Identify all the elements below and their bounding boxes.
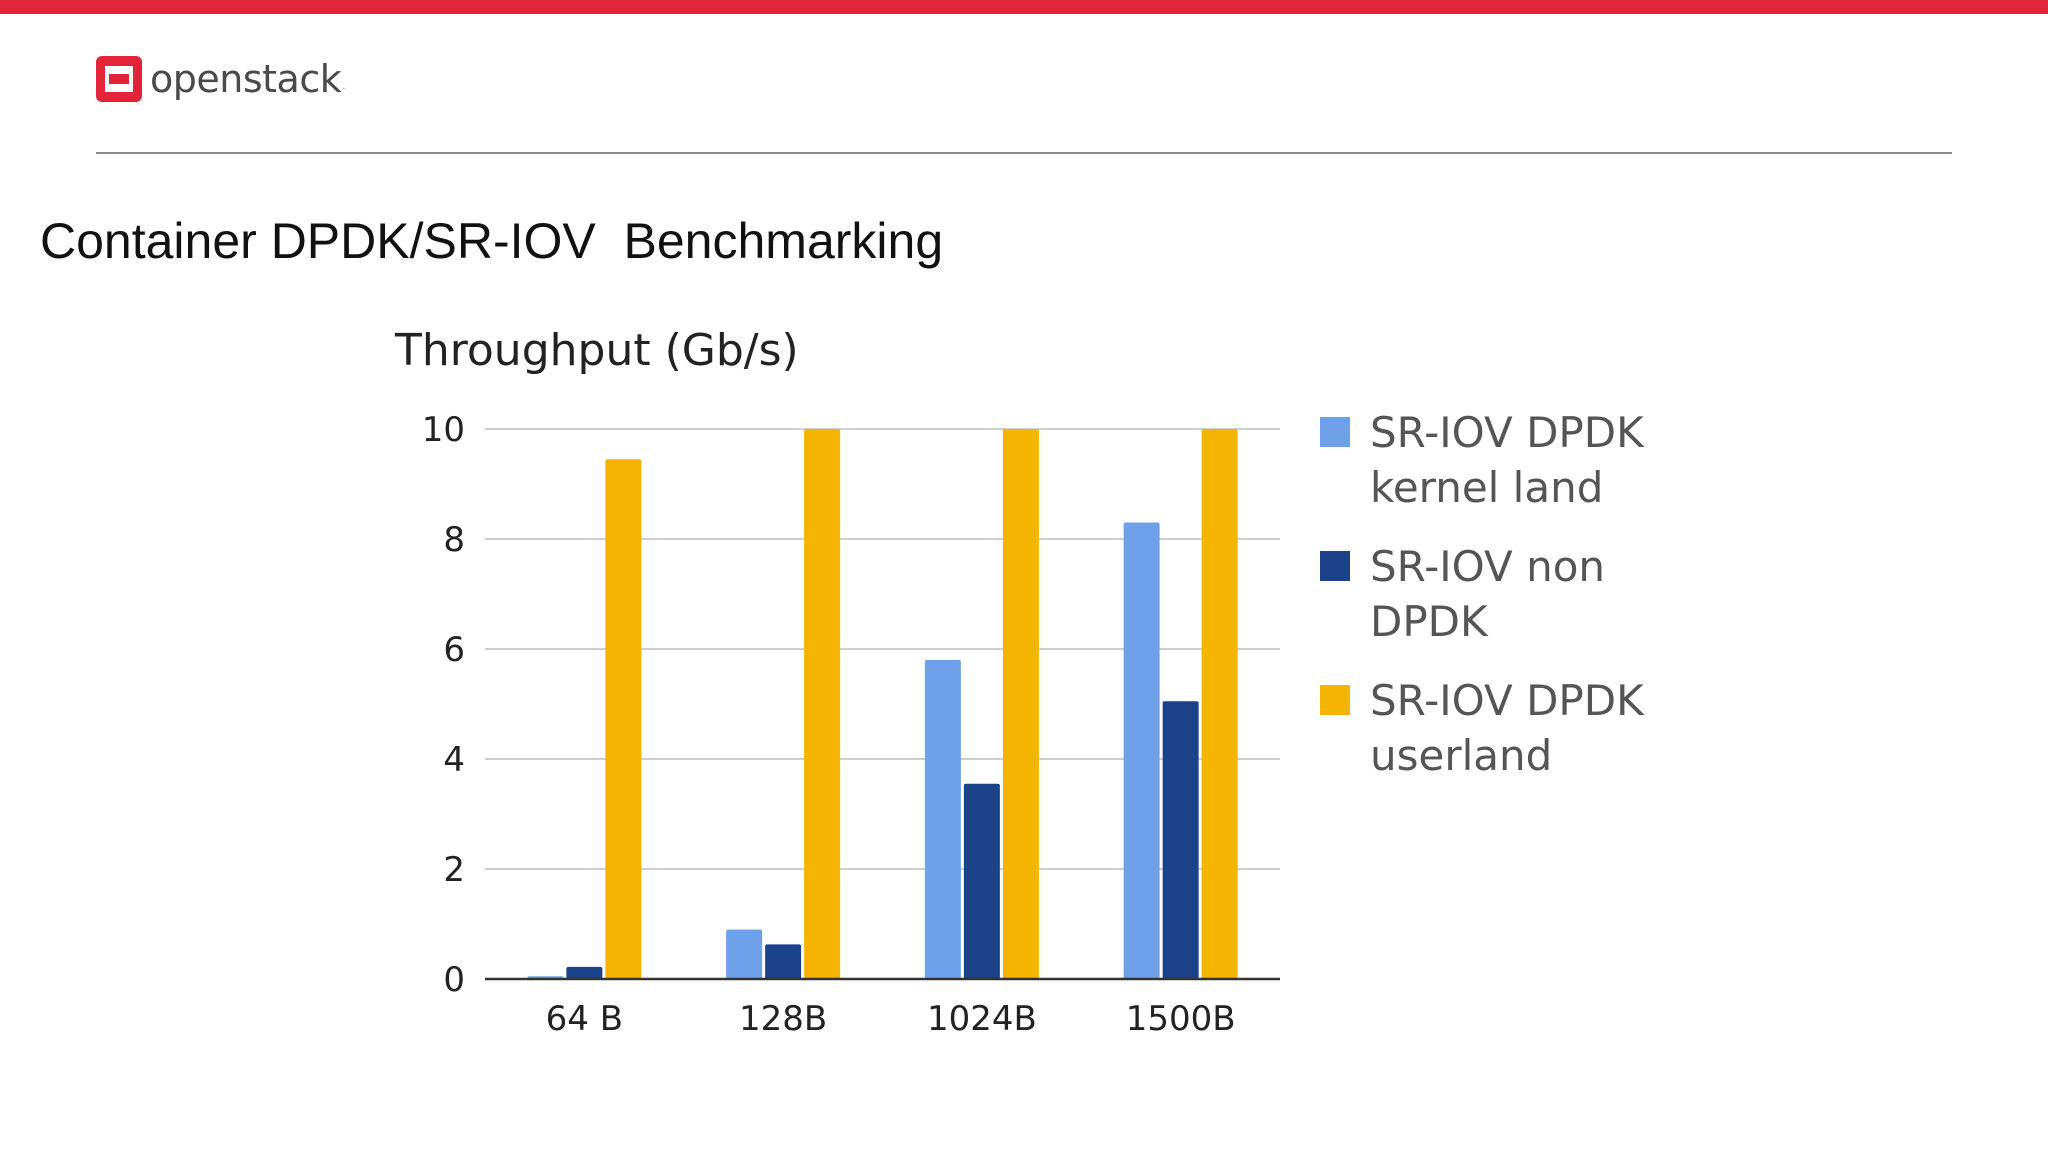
bar (924, 660, 961, 979)
legend-item: SR-IOV DPDK userland (1320, 673, 1690, 783)
y-tick-label: 4 (443, 740, 465, 780)
legend-swatch (1320, 551, 1350, 581)
header-divider (96, 152, 1952, 154)
legend-item: SR-IOV DPDK kernel land (1320, 405, 1690, 515)
x-tick-label: 1024B (927, 999, 1037, 1039)
legend-swatch (1320, 417, 1350, 447)
bar (605, 459, 642, 979)
bar (527, 976, 564, 979)
slide-title: Container DPDK/SR-IOV Benchmarking (40, 213, 944, 269)
bar (726, 929, 763, 979)
bar (1123, 522, 1160, 979)
logo-trademark-dot: . (342, 78, 346, 92)
top-accent-bar (0, 0, 2048, 14)
openstack-logo-icon (96, 56, 142, 102)
bar (804, 429, 841, 979)
y-tick-label: 0 (443, 960, 465, 1000)
y-tick-label: 8 (443, 520, 465, 560)
x-tick-label: 64 B (546, 999, 623, 1039)
chart-y-axis-label: Throughput (Gb/s) (395, 325, 799, 376)
x-tick-label: 128B (739, 999, 827, 1039)
chart-legend: SR-IOV DPDK kernel land SR-IOV non DPDK … (1320, 405, 1690, 807)
legend-item: SR-IOV non DPDK (1320, 539, 1690, 649)
y-tick-label: 6 (443, 630, 465, 670)
legend-label: SR-IOV non DPDK (1370, 542, 1606, 646)
bar (1002, 429, 1039, 979)
legend-label: SR-IOV DPDK kernel land (1370, 408, 1644, 512)
x-tick-label: 1500B (1126, 999, 1236, 1039)
bar (1201, 429, 1238, 979)
bar (963, 783, 1000, 979)
bar (1162, 701, 1199, 979)
bar (765, 944, 802, 979)
y-tick-label: 10 (422, 410, 465, 450)
bar (566, 966, 603, 979)
legend-swatch (1320, 685, 1350, 715)
logo-text: openstack (150, 57, 342, 101)
legend-label: SR-IOV DPDK userland (1370, 676, 1644, 780)
y-tick-label: 2 (443, 850, 465, 890)
openstack-logo: openstack . (96, 56, 346, 102)
